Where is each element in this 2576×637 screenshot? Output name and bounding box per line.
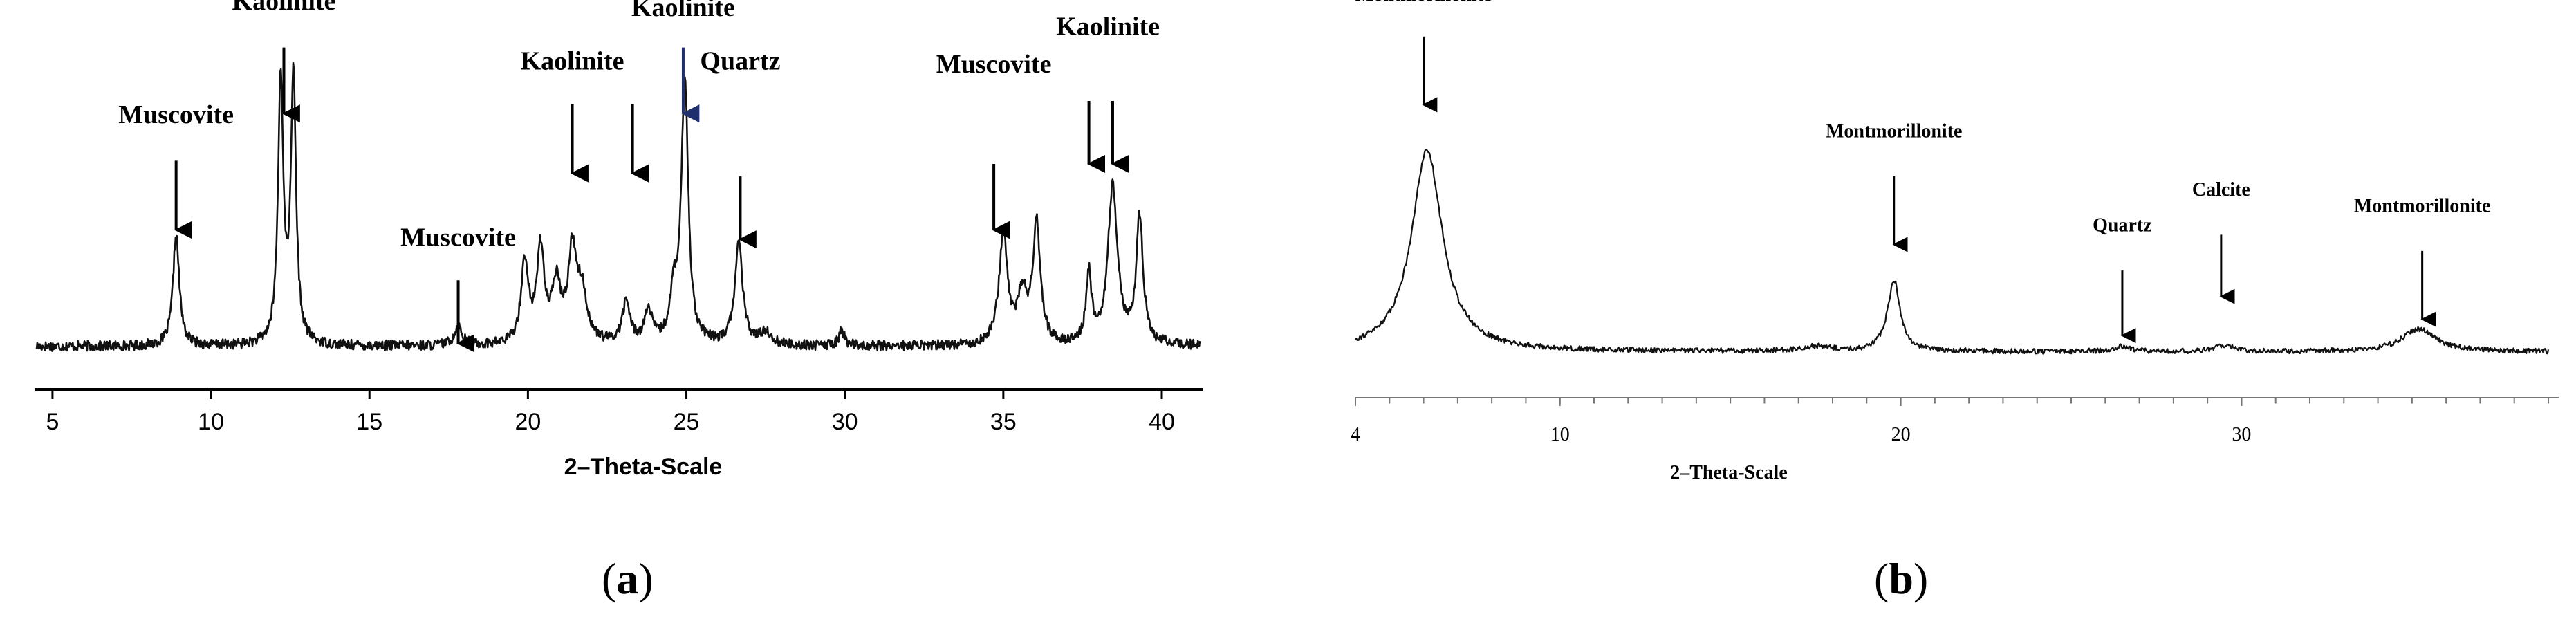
caption-b-text: (b) xyxy=(1874,554,1929,603)
mineral-label: Kaolinite xyxy=(631,0,735,22)
mineral-label: Montmorillonite xyxy=(1826,120,1963,142)
x-tick-label: 40 xyxy=(1149,409,1175,435)
caption-a: (a) xyxy=(602,553,654,604)
x-tick-label: 30 xyxy=(832,409,858,435)
mineral-label: Quartz xyxy=(2093,215,2152,237)
x-tick-label: 35 xyxy=(990,409,1017,435)
x-tick-label: 25 xyxy=(674,409,700,435)
caption-b: (b) xyxy=(1874,553,1928,604)
xrd-series-line xyxy=(1355,149,2550,355)
x-axis-title: 2–Theta-Scale xyxy=(564,454,723,480)
mineral-label: Kaolinite xyxy=(521,46,624,75)
xrd-chart-b: 4 10 20 30 2–Theta-Scale Montmorillonite Montm… xyxy=(1351,0,2559,483)
x-tick-label: 20 xyxy=(515,409,541,435)
mineral-label: Muscovite xyxy=(118,100,234,129)
mineral-label: Muscovite xyxy=(400,223,516,252)
mineral-label: Montmorillonite xyxy=(1355,0,1492,6)
chart-panel-b: 4 10 20 30 2–Theta-Scale Montmorillonite Montm… xyxy=(1314,0,2576,637)
x-tick-label: 20 xyxy=(1891,424,1911,445)
mineral-label: Quartz xyxy=(700,46,780,75)
x-tick-label: 4 xyxy=(1351,424,1360,445)
xrd-series-line xyxy=(35,62,1201,352)
x-tick-label: 15 xyxy=(356,409,382,435)
x-tick-label: 30 xyxy=(2232,424,2251,445)
mineral-label: Kaolinite xyxy=(232,0,336,16)
mineral-label: Calcite xyxy=(2192,179,2250,201)
mineral-label: Kaolinite xyxy=(1056,12,1160,41)
chart-panel-a: 5 10 15 20 25 30 35 40 2–Theta-Scale Muscovite Kao… xyxy=(0,0,1286,637)
x-axis-title: 2–Theta-Scale xyxy=(1670,462,1788,483)
mineral-label: Montmorillonite xyxy=(2354,196,2491,217)
mineral-label: Muscovite xyxy=(936,50,1052,79)
x-tick-label: 10 xyxy=(1550,424,1570,445)
x-tick-label: 5 xyxy=(46,409,59,435)
xrd-chart-a: 5 10 15 20 25 30 35 402–Theta-ScaleMuscoviteKao… xyxy=(35,0,1203,480)
x-tick-label: 10 xyxy=(198,409,224,435)
caption-a-text: (a) xyxy=(602,554,654,603)
